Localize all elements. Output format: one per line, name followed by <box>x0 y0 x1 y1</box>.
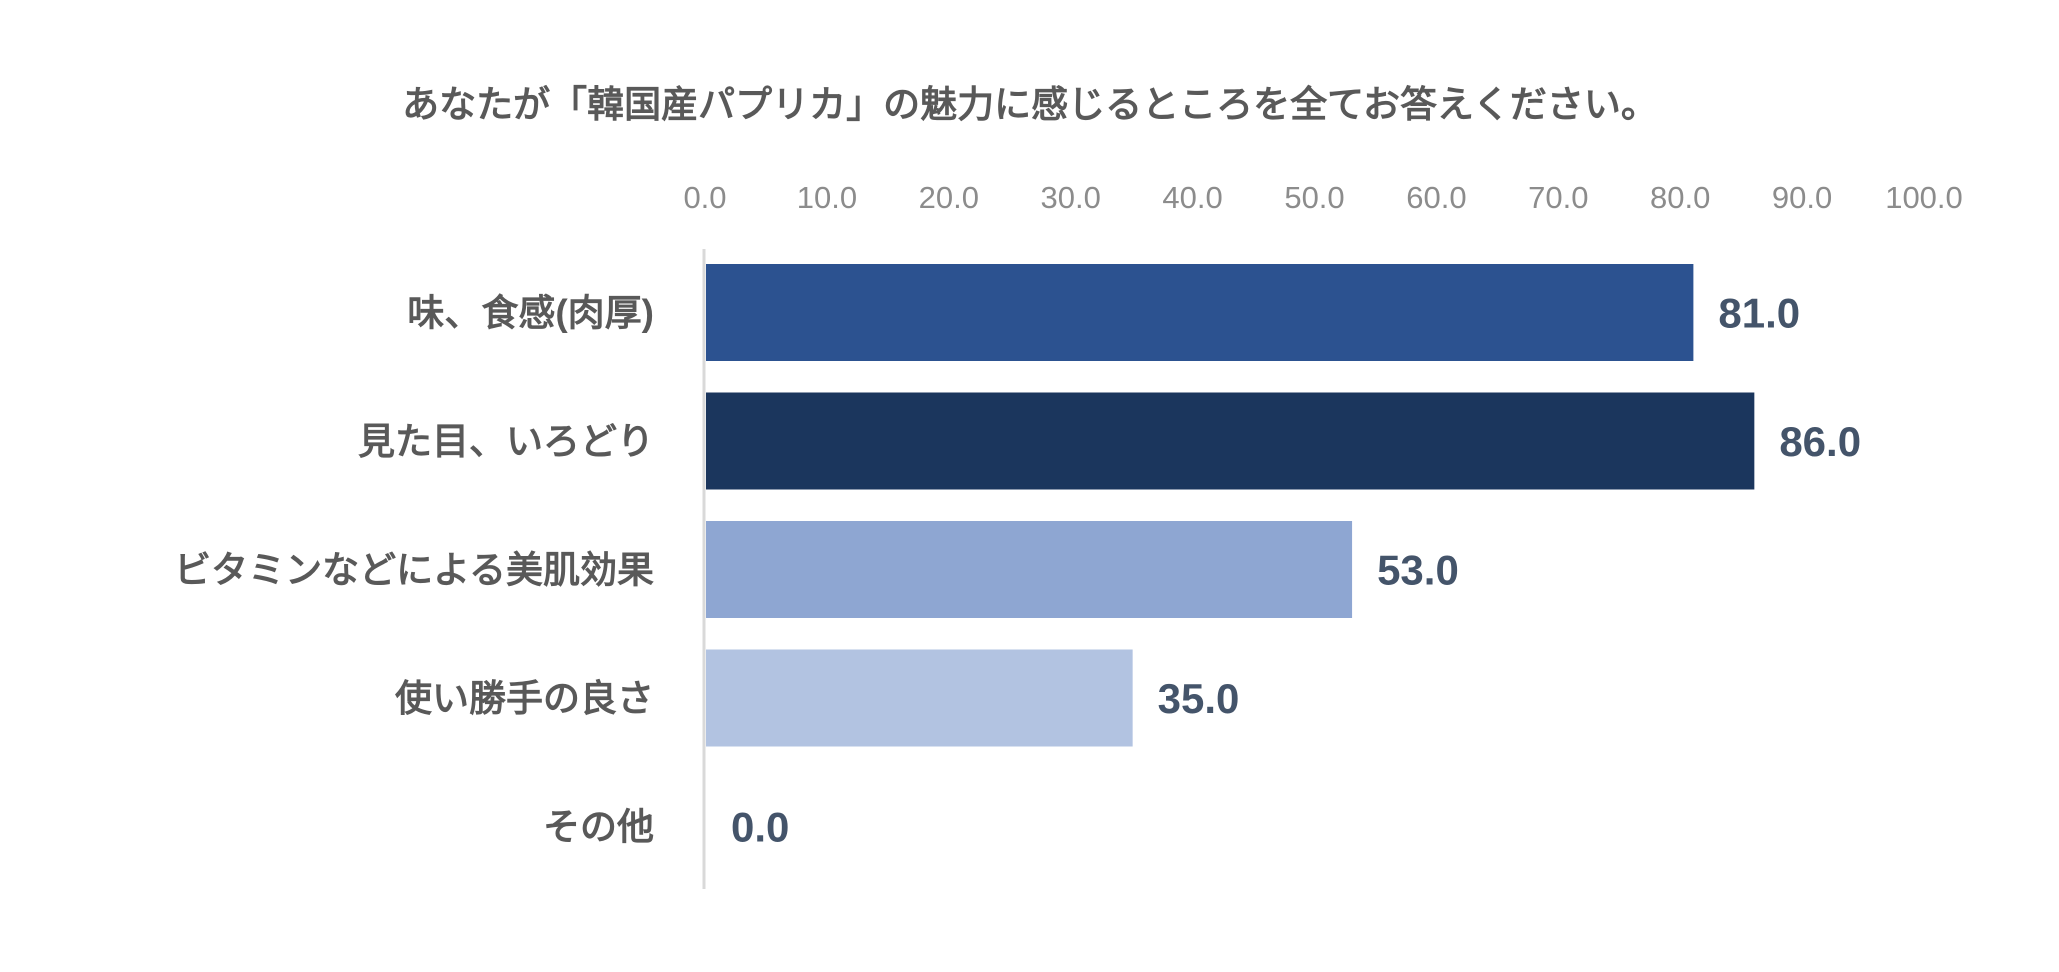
x-tick-label: 30.0 <box>1041 180 1101 215</box>
value-label: 53.0 <box>1377 547 1459 594</box>
value-label: 35.0 <box>1158 675 1240 722</box>
category-label: 味、食感(肉厚) <box>407 292 654 334</box>
x-tick-label: 100.0 <box>1885 180 1963 215</box>
value-label: 81.0 <box>1718 290 1800 337</box>
category-label: 使い勝手の良さ <box>395 677 654 719</box>
value-label: 86.0 <box>1779 418 1861 465</box>
x-tick-label: 0.0 <box>683 180 726 215</box>
x-tick-label: 60.0 <box>1406 180 1466 215</box>
x-tick-label: 50.0 <box>1284 180 1344 215</box>
x-tick-label: 90.0 <box>1772 180 1832 215</box>
x-axis-ticks: 0.0 10.0 20.0 30.0 40.0 50.0 60.0 70.0 80.0 90.0 1… <box>683 180 1962 215</box>
x-tick-label: 20.0 <box>919 180 979 215</box>
bars: 味、食感(肉厚) 81.0 見た目、いろどり 86.0 ビタミンなどによる美肌効果 53.… <box>174 264 1861 851</box>
category-label: その他 <box>543 807 654 848</box>
value-label: 0.0 <box>731 804 789 851</box>
category-label: 見た目、いろどり <box>358 421 654 462</box>
x-tick-label: 70.0 <box>1528 180 1588 215</box>
bar <box>706 649 1133 747</box>
bar <box>706 392 1755 490</box>
x-tick-label: 80.0 <box>1650 180 1710 215</box>
x-tick-label: 10.0 <box>797 180 857 215</box>
bar <box>706 521 1353 618</box>
bar <box>706 264 1694 361</box>
x-tick-label: 40.0 <box>1162 180 1222 215</box>
chart-title: あなたが「韓国産パプリカ」の魅力に感じるところを全てお答えください。 <box>402 83 1658 125</box>
category-label: ビタミンなどによる美肌効果 <box>174 550 654 591</box>
